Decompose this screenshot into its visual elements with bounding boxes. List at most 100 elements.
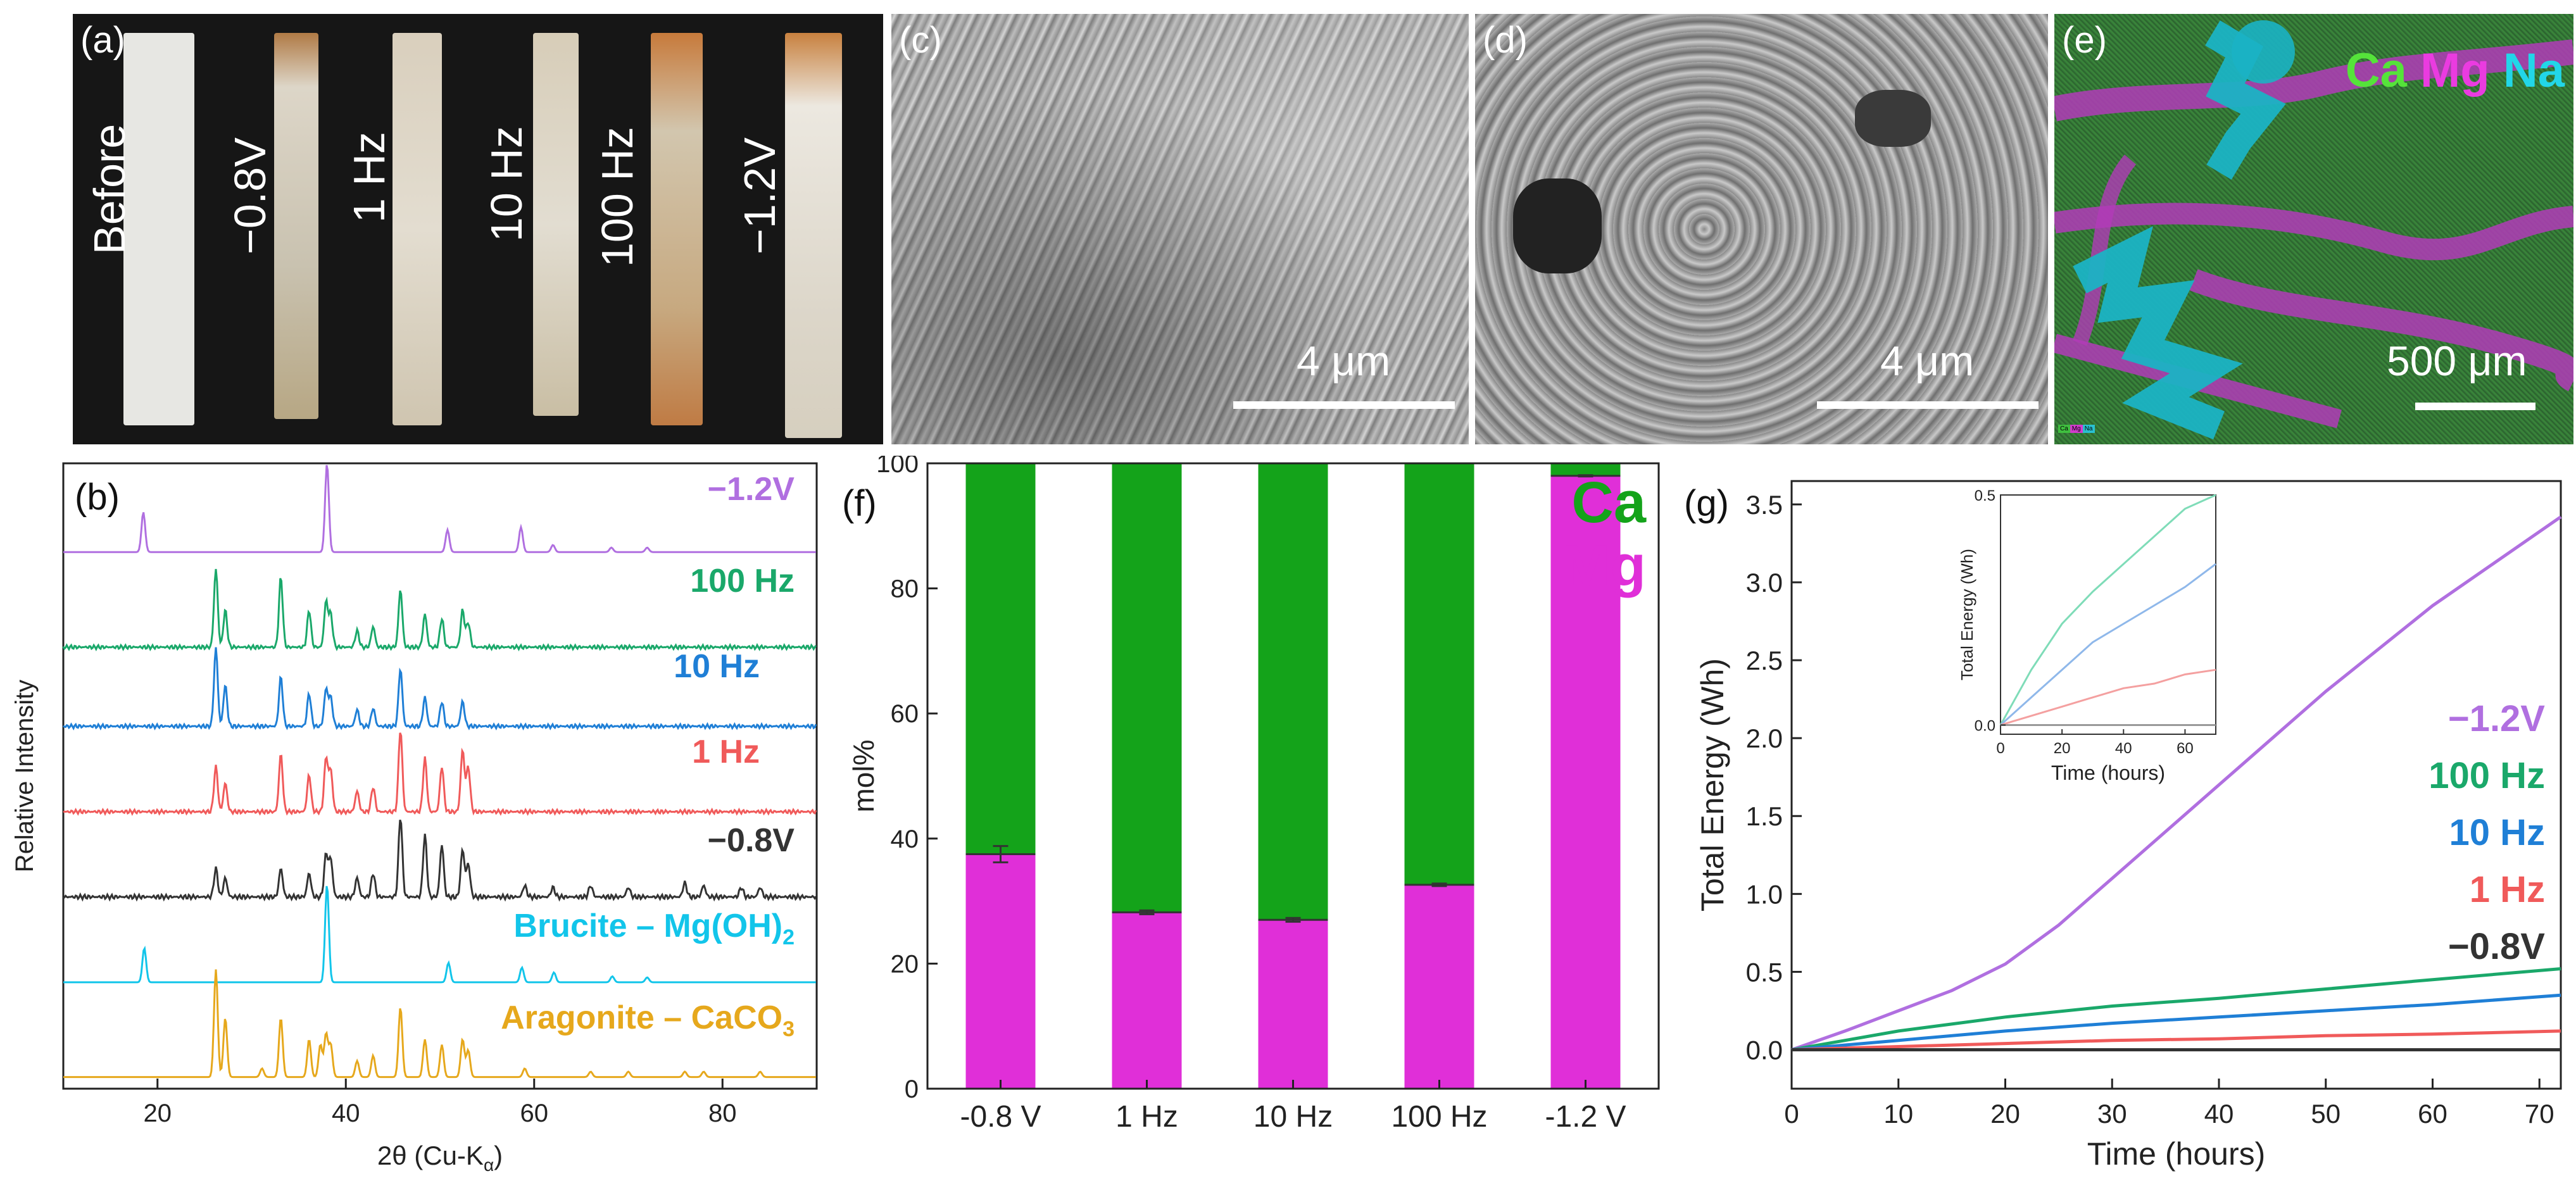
- bar-frame: [926, 462, 1660, 1090]
- energy-ytick-label: 2.5: [1746, 646, 1783, 675]
- xrd-xtick-label: 80: [708, 1099, 737, 1127]
- energy-xtick-label: 20: [1990, 1099, 2020, 1129]
- energy-frame: [1790, 480, 2562, 1090]
- bar-category-label: -0.8 V: [960, 1100, 1041, 1134]
- energy-legend-item: −0.8V: [2448, 926, 2545, 967]
- energy-xtick-label: 40: [2204, 1099, 2234, 1129]
- inset-xtick-label: 40: [2115, 740, 2132, 757]
- bar-category-label: 10 Hz: [1253, 1100, 1333, 1134]
- xrd-series-line: [63, 969, 816, 1079]
- bar-segment-ca: [1112, 463, 1182, 913]
- bar-segment-mg: [1550, 475, 1621, 1089]
- panel-f-label: (f): [842, 483, 877, 524]
- bar-ylabel: mol%: [847, 739, 880, 812]
- xrd-xtick-label: 20: [144, 1099, 172, 1127]
- legend-mg: Mg: [1562, 534, 1646, 598]
- panel-d-scale-bar: [1817, 401, 2039, 409]
- xrd-series-name: Aragonite – CaCO: [501, 999, 782, 1036]
- inset-xtick-label: 60: [2177, 740, 2194, 757]
- bar-ytick-label: 0: [905, 1075, 919, 1103]
- legend-ca: Ca: [1571, 470, 1646, 535]
- xrd-series-name-sub: 3: [782, 1017, 795, 1041]
- bar-segment-ca: [1258, 463, 1328, 920]
- inset-series-line: [2000, 668, 2216, 726]
- strip-1hz: [393, 33, 442, 425]
- energy-xtick-label: 50: [2311, 1099, 2340, 1129]
- xrd-xlabel: 2θ (Cu-Kα): [377, 1141, 503, 1175]
- xrd-xlabel-main: 2θ (Cu-K: [377, 1141, 484, 1170]
- energy-ytick-label: 0.0: [1746, 1035, 1783, 1065]
- xrd-series-line: [63, 732, 817, 817]
- strip-label-10hz: 10 Hz: [482, 126, 531, 242]
- mini-legend-na: Na: [2082, 425, 2095, 433]
- bar-ytick-label: 20: [891, 950, 919, 978]
- xrd-frame: [62, 462, 818, 1090]
- inset-frame: [2000, 494, 2216, 735]
- legend-ca: Ca: [2345, 44, 2407, 97]
- xrd-series-label: −0.8V: [708, 822, 795, 859]
- panel-c-scale-bar: [1233, 401, 1455, 409]
- strip-neg-1-2v: [785, 33, 842, 438]
- energy-ylabel: Total Energy (Wh): [1695, 658, 1730, 911]
- xrd-series-name: 1 Hz: [692, 734, 760, 770]
- legend-mg: Mg: [2420, 44, 2490, 97]
- inset-xtick-label: 0: [1996, 740, 2004, 757]
- energy-ytick-label: 1.5: [1746, 801, 1783, 831]
- legend-na: Na: [2503, 44, 2565, 97]
- xrd-series-label: −1.2V: [708, 471, 795, 508]
- energy-legend-item: −1.2V: [2448, 698, 2545, 739]
- strip-label-1hz: 1 Hz: [344, 132, 394, 223]
- xrd-series-label: 100 Hz: [690, 563, 795, 599]
- inset-series-line: [1999, 494, 2216, 726]
- xrd-xlabel-sub: α: [484, 1155, 494, 1175]
- xrd-series-name: 10 Hz: [674, 648, 760, 685]
- xrd-series-label: Brucite – Mg(OH)2: [513, 908, 795, 949]
- panel-g-label: (g): [1684, 483, 1729, 524]
- strip-label-before: Before: [85, 123, 134, 254]
- eds-legend: Ca Mg Na: [2346, 43, 2565, 98]
- bar-category-label: 1 Hz: [1115, 1100, 1178, 1134]
- xrd-series-name: 100 Hz: [690, 563, 795, 599]
- bar-segment-mg: [965, 854, 1036, 1089]
- strip-100hz: [651, 33, 703, 425]
- xrd-xtick-label: 60: [520, 1099, 549, 1127]
- xrd-series-name-sub: 2: [782, 925, 795, 949]
- panel-c-sem: (c) 4 μm: [891, 14, 1469, 444]
- xrd-series-label: 10 Hz: [674, 648, 760, 685]
- panel-e-scale-text: 500 μm: [2387, 337, 2527, 384]
- energy-xtick-label: 70: [2525, 1099, 2554, 1129]
- xrd-series-line: [62, 568, 817, 652]
- bar-segment-mg: [1404, 884, 1474, 1089]
- bar-category-label: -1.2 V: [1545, 1100, 1626, 1134]
- mini-legend-ca: Ca: [2058, 425, 2070, 433]
- inset-xtick-label: 20: [2054, 740, 2071, 757]
- molpercent-chart: (f) -0.8 V 1 Hz 10 Hz 100 Hz -1.2 V 0 20 40 60 80 1…: [842, 456, 1660, 1134]
- bar-segment-ca: [1404, 463, 1474, 885]
- xrd-series-name: −0.8V: [708, 822, 795, 859]
- energy-ytick-label: 2.0: [1746, 723, 1783, 753]
- energy-ytick-label: 3.5: [1746, 490, 1783, 520]
- bar-ytick-label: 80: [891, 575, 919, 603]
- strip-label-100hz: 100 Hz: [593, 127, 642, 267]
- xrd-chart: (b) 20 40 60 80 2θ (Cu-Kα) Relative Intensity −…: [11, 462, 818, 1175]
- panel-e-eds-map: (e) Ca Mg Na 500 μm Ca Mg Na: [2054, 14, 2573, 444]
- energy-xtick-label: 0: [1784, 1099, 1799, 1129]
- energy-series-line: [1791, 515, 2562, 1051]
- inset-series-line: [1999, 563, 2216, 726]
- bar-ytick-label: 60: [891, 700, 919, 728]
- xrd-series-label: 1 Hz: [692, 734, 760, 770]
- panel-d-label: (d): [1483, 20, 1528, 61]
- bar-ytick-label: 40: [891, 825, 919, 853]
- bar-segment-ca: [1550, 463, 1621, 476]
- xrd-series-line: [63, 647, 817, 731]
- eds-mini-legend: Ca Mg Na: [2058, 425, 2095, 433]
- strip-label-neg-1-2v: −1.2V: [735, 137, 784, 254]
- bar-ytick-label: 100: [876, 456, 919, 478]
- strip-10hz: [533, 33, 579, 416]
- xrd-series-line: [63, 886, 816, 984]
- xrd-series-name: Brucite – Mg(OH): [513, 908, 782, 944]
- energy-legend-item: 100 Hz: [2428, 755, 2545, 796]
- energy-legend-item: 1 Hz: [2470, 869, 2545, 910]
- bar-segment-mg: [1258, 920, 1328, 1089]
- xrd-series-name: −1.2V: [708, 471, 795, 508]
